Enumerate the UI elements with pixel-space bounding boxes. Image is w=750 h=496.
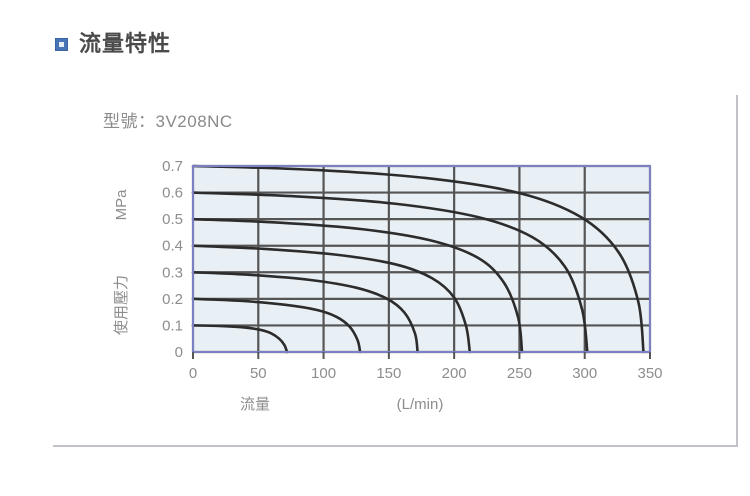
x-axis-tick-label: 50 <box>250 365 267 382</box>
y-axis-unit-label: MPa <box>113 189 130 221</box>
bottom-rule <box>53 445 737 447</box>
y-axis-tick-label: 0.2 <box>162 291 183 308</box>
y-axis-title: 使用壓力 <box>113 275 130 335</box>
x-axis-tick-label: 0 <box>189 365 197 382</box>
chart-curve <box>191 297 362 354</box>
x-axis-tick-label: 200 <box>442 365 467 382</box>
x-axis-tick-label: 350 <box>637 365 662 382</box>
y-axis-tick-label: 0.5 <box>162 211 183 228</box>
chart-curve <box>191 324 289 354</box>
y-axis-tick-label: 0 <box>175 344 183 361</box>
x-axis-tick-label: 150 <box>376 365 401 382</box>
square-bullet-icon <box>55 37 68 51</box>
y-axis-tick-label: 0.6 <box>162 185 183 202</box>
x-axis-unit-label: (L/min) <box>397 396 444 413</box>
section-header: 流量特性 <box>55 33 171 55</box>
page-title: 流量特性 <box>79 31 172 56</box>
chart-curve <box>191 164 645 354</box>
y-axis-tick-label: 0.1 <box>162 317 183 334</box>
x-axis-title: 流量 <box>240 396 270 413</box>
x-axis-tick-label: 100 <box>311 365 336 382</box>
right-divider <box>736 95 738 447</box>
y-axis-tick-label: 0.7 <box>162 158 183 175</box>
chart-curve <box>191 244 472 354</box>
chart-curve <box>191 191 589 354</box>
model-label: 型號：3V208NC <box>103 112 233 131</box>
y-axis-tick-label: 0.4 <box>162 238 183 255</box>
x-axis-tick-label: 250 <box>507 365 532 382</box>
x-axis-tick-label: 300 <box>572 365 597 382</box>
chart-curve <box>191 270 419 354</box>
y-axis-tick-label: 0.3 <box>162 264 183 281</box>
chart-root: 0 50 100 150 200 250 300 350 0 0.1 0.2 0.3 0.4 0.5 0.6… <box>113 158 663 413</box>
plot-border <box>192 165 651 353</box>
chart-curve <box>191 217 524 354</box>
plot-background <box>193 166 650 352</box>
